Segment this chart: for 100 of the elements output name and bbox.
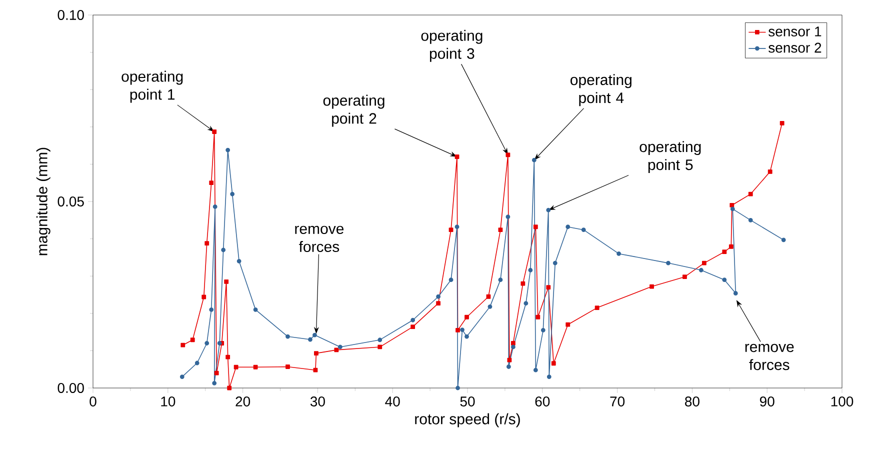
point bbox=[488, 304, 492, 309]
point bbox=[498, 228, 503, 232]
annotation: operating point 1 bbox=[122, 70, 183, 103]
point bbox=[768, 169, 772, 174]
point bbox=[227, 386, 232, 390]
point bbox=[510, 341, 516, 346]
point bbox=[436, 294, 440, 299]
point bbox=[312, 332, 317, 338]
point bbox=[202, 294, 206, 300]
x-tick-label: 20 bbox=[236, 396, 250, 406]
point bbox=[730, 206, 735, 212]
point bbox=[510, 344, 516, 350]
point bbox=[702, 260, 706, 266]
annotation: remove forces bbox=[295, 226, 344, 252]
annotation: operating point 4 bbox=[570, 74, 632, 106]
point bbox=[551, 361, 556, 366]
point bbox=[209, 307, 214, 312]
point bbox=[698, 268, 704, 272]
point bbox=[286, 334, 290, 339]
point bbox=[682, 274, 687, 280]
point bbox=[224, 279, 229, 284]
x-tick-label: 100 bbox=[831, 396, 854, 406]
point bbox=[546, 285, 551, 290]
point bbox=[506, 152, 510, 158]
y-tick-label: 0.05 bbox=[58, 196, 84, 206]
point bbox=[506, 214, 510, 219]
point bbox=[566, 322, 570, 327]
point bbox=[209, 180, 214, 186]
point bbox=[212, 204, 218, 209]
x-tick-label: 50 bbox=[460, 396, 475, 406]
point bbox=[533, 368, 538, 372]
point bbox=[448, 278, 454, 282]
point bbox=[338, 344, 342, 350]
point bbox=[733, 291, 738, 296]
point bbox=[506, 364, 511, 369]
point bbox=[217, 341, 222, 346]
point bbox=[212, 380, 217, 386]
point bbox=[286, 364, 290, 369]
point bbox=[566, 224, 570, 230]
point bbox=[546, 374, 552, 380]
point bbox=[520, 281, 526, 286]
point bbox=[454, 154, 460, 159]
x-tick-label: 80 bbox=[685, 396, 700, 406]
point bbox=[532, 158, 536, 162]
point bbox=[780, 120, 784, 126]
point bbox=[460, 328, 464, 332]
point bbox=[528, 268, 533, 272]
point bbox=[180, 374, 184, 380]
point bbox=[498, 278, 503, 282]
point bbox=[454, 224, 460, 230]
point bbox=[253, 307, 258, 312]
point bbox=[180, 342, 186, 348]
point bbox=[212, 130, 217, 134]
point bbox=[313, 368, 318, 372]
point bbox=[552, 260, 558, 266]
point bbox=[616, 252, 622, 256]
point bbox=[456, 328, 460, 332]
point bbox=[486, 294, 491, 299]
legend-label: sensor 1 bbox=[768, 26, 822, 36]
point bbox=[221, 248, 226, 252]
point bbox=[581, 228, 586, 232]
point bbox=[230, 192, 235, 196]
point bbox=[226, 354, 230, 360]
point bbox=[546, 208, 551, 212]
point bbox=[722, 278, 727, 282]
x-axis-title: rotor speed (r/s) bbox=[415, 413, 520, 428]
x-tick-label: 40 bbox=[385, 396, 400, 406]
point bbox=[214, 370, 219, 376]
point bbox=[234, 364, 238, 370]
point bbox=[194, 360, 200, 366]
legend-label: sensor 2 bbox=[768, 42, 822, 53]
point bbox=[314, 351, 318, 356]
point bbox=[464, 314, 469, 320]
y-tick-label: 0.10 bbox=[58, 10, 84, 20]
point bbox=[410, 318, 416, 322]
y-axis-title: magnitude (mm) bbox=[36, 148, 50, 256]
point bbox=[594, 306, 600, 310]
annotation: operating point 5 bbox=[640, 141, 701, 174]
point bbox=[728, 244, 734, 249]
point bbox=[204, 341, 210, 346]
point bbox=[748, 218, 753, 222]
point bbox=[456, 386, 460, 390]
x-tick-label: 30 bbox=[310, 396, 325, 406]
annotation: remove forces bbox=[745, 344, 794, 370]
x-tick-label: 90 bbox=[760, 396, 774, 406]
point bbox=[226, 148, 230, 152]
x-tick-label: 10 bbox=[161, 396, 176, 406]
point bbox=[650, 284, 654, 289]
point bbox=[334, 348, 339, 352]
point bbox=[410, 324, 416, 330]
point bbox=[378, 344, 382, 350]
x-tick-label: 60 bbox=[535, 396, 550, 406]
point bbox=[748, 192, 753, 196]
point bbox=[524, 301, 528, 306]
point bbox=[536, 314, 540, 320]
point bbox=[464, 334, 469, 339]
point bbox=[436, 301, 440, 306]
point bbox=[253, 364, 258, 370]
point bbox=[781, 238, 786, 242]
point bbox=[722, 250, 727, 254]
